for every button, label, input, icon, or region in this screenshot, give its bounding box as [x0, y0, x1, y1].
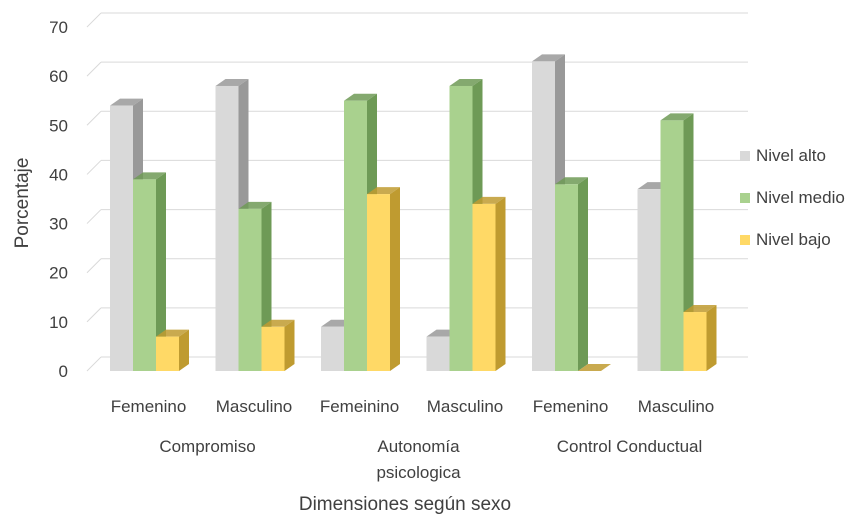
gridline-diag [86, 61, 102, 77]
x-tick-label: Masculino [216, 397, 293, 416]
x-tick-label: Femenino [533, 397, 609, 416]
bar-top [578, 364, 611, 371]
bar-nivel-bajo [367, 187, 400, 371]
y-tick-label: 0 [59, 362, 68, 381]
legend-swatch [740, 151, 750, 161]
legend-label: Nivel alto [756, 146, 826, 165]
bar-nivel-bajo [472, 196, 506, 371]
bar-top [367, 187, 400, 195]
gridline-diag [86, 307, 102, 323]
gridline-diag [86, 209, 102, 224]
group-label: Compromiso [159, 437, 255, 456]
bar-front [215, 85, 239, 371]
legend-swatch [740, 235, 750, 245]
bar-nivel-bajo [578, 364, 611, 371]
bar-side [156, 172, 166, 371]
y-tick-label: 70 [49, 18, 68, 37]
bar-top [683, 305, 717, 313]
bar-side [284, 319, 295, 371]
bar-top [532, 54, 565, 62]
bar-top [215, 78, 249, 86]
y-axis-ticks: 0 10 20 30 40 50 60 70 [49, 18, 68, 381]
bar-nivel-bajo [683, 305, 717, 371]
bar-front [660, 120, 684, 371]
bar-side [683, 113, 694, 371]
bar-front [321, 326, 344, 371]
bar-front [156, 336, 179, 371]
bar-front [261, 326, 285, 371]
bar-front [683, 312, 707, 371]
bar-top [660, 113, 694, 121]
legend-item: Nivel medio [740, 188, 845, 207]
legend-item: Nivel alto [740, 146, 826, 165]
bar-front [133, 179, 156, 371]
y-tick-label: 40 [49, 165, 68, 184]
x-tick-label: Masculino [427, 397, 504, 416]
bar-nivel-bajo [261, 319, 295, 371]
bar-side [179, 329, 189, 371]
group-label: Autonomía [377, 437, 460, 456]
bar-top [156, 329, 189, 337]
bar-nivel-medio [660, 113, 694, 371]
bar-top [472, 196, 506, 204]
bar-front [449, 85, 473, 371]
bar-top [110, 98, 143, 106]
bar-front [532, 61, 555, 372]
bar-front [238, 208, 262, 371]
group-label: Control Conductual [557, 437, 703, 456]
gridlines [86, 12, 748, 372]
bar-side [578, 177, 588, 371]
bar-side [495, 196, 506, 371]
bar-top [261, 319, 295, 327]
bar-front [110, 105, 133, 371]
gridline-diag [86, 356, 102, 372]
bar-front [426, 336, 450, 371]
x-tick-label: Masculino [638, 397, 715, 416]
bar-side [706, 305, 717, 371]
y-tick-label: 10 [49, 313, 68, 332]
y-tick-label: 30 [49, 215, 68, 234]
bars [110, 54, 717, 372]
bar-top [555, 177, 588, 185]
bar-top [344, 93, 377, 101]
bar-front [637, 189, 661, 371]
bar-top [238, 201, 272, 209]
legend: Nivel alto Nivel medio Nivel bajo [740, 146, 845, 249]
bar-front [472, 203, 496, 371]
legend-swatch [740, 193, 750, 203]
bar-nivel-medio [133, 172, 166, 371]
y-tick-label: 60 [49, 67, 68, 86]
bar-top [449, 78, 483, 86]
y-tick-label: 50 [49, 116, 68, 135]
bar-front [344, 100, 367, 371]
legend-label: Nivel medio [756, 188, 845, 207]
gridline-diag [86, 160, 102, 175]
bar-top [133, 172, 166, 180]
bar-nivel-medio [555, 177, 588, 371]
x-tick-label: Femeinino [320, 397, 399, 416]
gridline-diag [86, 258, 102, 274]
legend-item: Nivel bajo [740, 230, 831, 249]
x-axis-group-labels: Compromiso Autonomía psicologica Control Co… [159, 437, 702, 482]
y-tick-label: 20 [49, 264, 68, 283]
bar-front [367, 194, 390, 371]
y-axis-title: Porcentaje [12, 158, 33, 249]
bar-front [555, 184, 578, 371]
bar-nivel-bajo [156, 329, 189, 371]
legend-label: Nivel bajo [756, 230, 831, 249]
x-axis-title: Dimensiones según sexo [299, 494, 511, 515]
x-axis-category-labels: Femenino Masculino Femeinino Masculino Femen… [111, 397, 715, 416]
group-label: psicologica [376, 463, 461, 482]
gridline-diag [86, 12, 102, 28]
x-tick-label: Femenino [111, 397, 187, 416]
bar-side [390, 187, 400, 371]
gridline-diag [86, 110, 102, 126]
